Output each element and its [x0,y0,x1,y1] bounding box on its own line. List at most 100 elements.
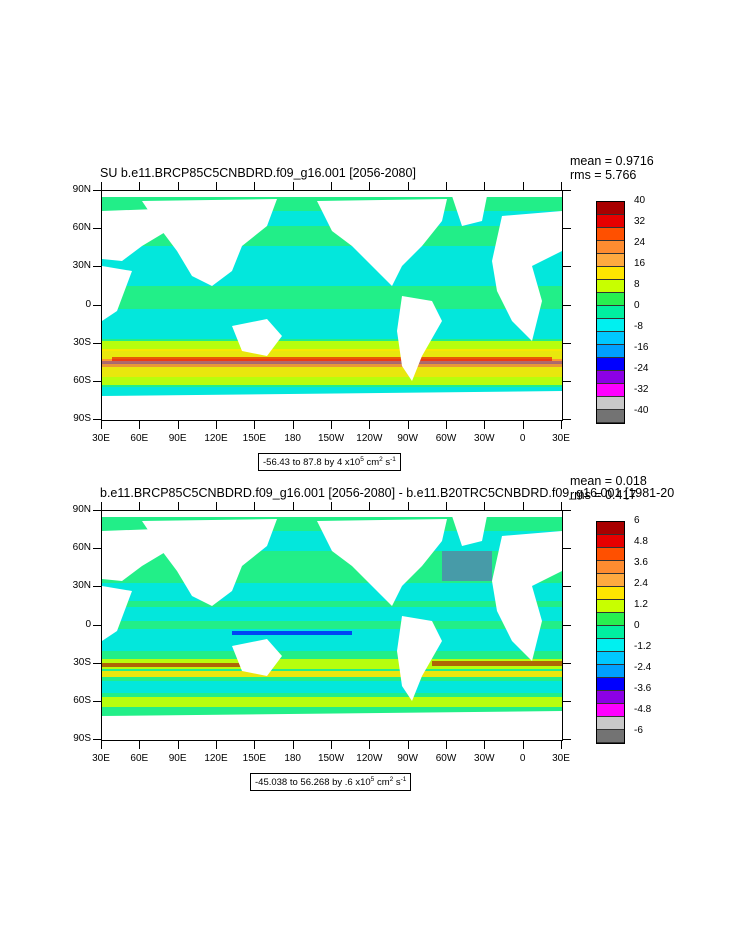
lon-tick-label: 90W [397,753,418,764]
land-mass [452,516,487,546]
mean-value: mean = 0.9716 [570,154,654,168]
lon-tick-mark [216,421,217,429]
colorbar-segment [597,254,624,267]
lon-tick-mark [446,741,447,749]
lon-tick-label: 30E [552,753,570,764]
colorbar-label: 0 [634,300,640,311]
colorbar-segment [597,717,624,730]
colorbar-segment [597,613,624,626]
land-mass [102,711,562,740]
colorbar-segment [597,215,624,228]
lon-tick-mark [561,741,562,749]
panel-title: b.e11.BRCP85C5CNBDRD.f09_g16.001 [2056-2… [100,486,675,500]
colorbar-segment [597,410,624,423]
colorbar-label: -8 [634,321,643,332]
lon-tick-label: 60E [130,433,149,444]
lat-tick-mark [93,228,101,230]
lat-tick-mark [563,380,571,382]
lat-tick-label: 30N [72,260,91,272]
lon-tick-label: 60E [130,753,149,764]
land-mass [397,296,442,381]
colorbar-segment [597,548,624,561]
stats-block: mean = 0.018 rms = 0.417 [570,474,647,502]
lon-tick-mark [369,182,371,190]
land-mass [102,529,167,581]
lon-tick-mark [101,421,102,429]
lat-tick-mark [563,739,571,740]
map-field [102,191,562,420]
map-panel-2: b.e11.BRCP85C5CNBDRD.f09_g16.001 [2056-2… [0,470,733,800]
lat-tick-mark [563,228,571,230]
land-mass [142,519,277,606]
colorbar-segment [597,704,624,717]
lon-tick-mark [292,741,294,749]
lon-tick-mark [446,182,447,190]
lon-tick-mark [254,502,256,510]
lon-tick-mark [331,502,332,510]
lon-tick-mark [254,182,256,190]
land-mass [102,191,562,197]
lat-tick-mark [93,700,101,702]
land-mass [492,531,562,661]
colorbar-segment [597,306,624,319]
colorbar-label: 2.4 [634,578,648,589]
lon-tick-mark [369,502,371,510]
lon-tick-label: 180 [284,433,301,444]
lat-tick-mark [563,586,571,588]
lon-tick-label: 90E [168,433,187,444]
colorbar-label: -40 [634,405,649,416]
lon-tick-mark [484,741,486,749]
lon-tick-mark [216,502,217,510]
lat-tick-mark [93,662,101,664]
colorbar-label: -6 [634,725,643,736]
lon-tick-mark [101,182,102,190]
lon-tick-mark [254,741,256,749]
lat-tick-label: 90S [73,733,91,744]
colorbar-segment [597,665,624,678]
colorbar-label: 16 [634,258,646,269]
lon-tick-label: 120W [356,433,383,444]
colorbar-label: 32 [634,216,646,227]
colorbar-segment [597,561,624,574]
lon-tick-mark [139,741,141,749]
lat-tick-mark [563,700,571,702]
colorbar-segment [597,228,624,241]
lon-tick-mark [139,182,141,190]
lon-tick-mark [446,502,447,510]
colorbar-segment [597,397,624,410]
colorbar-label: 40 [634,195,646,206]
colorbar-segment [597,652,624,665]
lon-tick-label: 150W [317,433,345,444]
contour-range-label: -56.43 to 87.8 by 4 x105 cm2 s-1 [258,453,401,472]
lon-tick-mark [407,421,409,429]
land-mass [232,639,282,676]
colorbar-segment [597,522,624,535]
range-text: -45.038 to 56.268 by .6 x10 [255,777,371,789]
colorbar-label: -2.4 [634,662,652,673]
map-field [102,511,562,740]
land-mass [232,319,282,356]
lon-tick-mark [369,741,371,749]
colorbar-segment [597,730,624,743]
lon-tick-mark [522,502,524,510]
lat-tick-label: 90N [72,184,91,195]
colorbar-segment [597,358,624,371]
colorbar-segment [597,202,624,215]
lon-tick-mark [331,741,332,749]
lat-tick-label: 90S [73,413,91,424]
colorbar-label: -4.8 [634,704,652,715]
rms-value: rms = 0.417 [570,488,637,502]
colorbar [596,201,625,424]
lat-tick-label: 60N [72,222,91,234]
lat-tick-mark [93,739,101,740]
lat-tick-mark [563,266,571,268]
lon-tick-label: 60W [435,753,457,764]
colorbar-label: -24 [634,363,649,374]
colorbar [596,521,625,744]
lon-tick-mark [139,502,141,510]
lon-tick-mark [407,741,409,749]
range-unit: cm [376,777,390,789]
colorbar-segment [597,332,624,345]
contour-range-label: -45.038 to 56.268 by .6 x105 cm2 s-1 [250,773,412,792]
lat-tick-mark [93,266,101,268]
